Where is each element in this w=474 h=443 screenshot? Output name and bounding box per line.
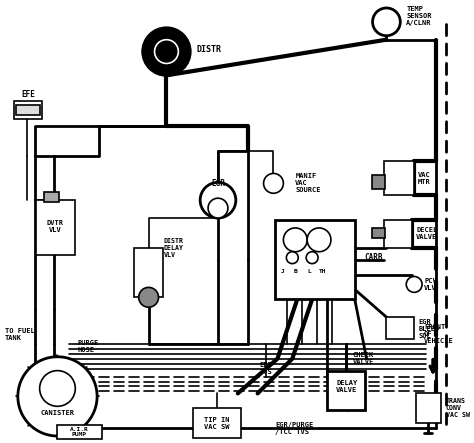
Circle shape [307,228,331,252]
Bar [44,192,59,202]
Circle shape [306,252,318,264]
Text: DECEL
VALVE: DECEL VALVE [416,227,438,241]
Circle shape [406,276,422,292]
Circle shape [283,228,307,252]
Bar [386,317,414,339]
Text: DVTR
VLV: DVTR VLV [47,221,64,233]
Text: CHECK
VALVE: CHECK VALVE [353,352,374,365]
Text: EGR: EGR [211,179,225,188]
Text: L: L [307,269,311,274]
Text: DISTR: DISTR [196,45,221,54]
Bar [134,248,164,297]
Bar [57,425,102,439]
Bar [16,105,40,115]
Text: VAC
MTR: VAC MTR [418,172,431,185]
Bar [36,200,75,255]
Text: EFE
TVS: EFE TVS [259,362,272,375]
Text: B: B [293,269,297,274]
Text: TH: TH [319,269,327,274]
Circle shape [373,8,401,36]
Text: DELAY
VALVE: DELAY VALVE [336,380,357,393]
Text: PURGE
HOSE: PURGE HOSE [77,340,99,354]
Text: TRANS
CONV
VAC SW: TRANS CONV VAC SW [446,398,470,418]
Bar [327,371,365,410]
Text: EGR/PURGE
/TCC TVS: EGR/PURGE /TCC TVS [275,422,314,435]
Circle shape [143,28,190,75]
Circle shape [40,371,75,406]
Bar [275,220,355,299]
Text: FRONT
OF
VEHICLE: FRONT OF VEHICLE [424,324,454,344]
Bar [384,220,412,248]
Bar [372,228,385,238]
Text: DISTR
DELAY
VLV: DISTR DELAY VLV [164,238,183,258]
Circle shape [155,40,178,63]
Bar [193,408,241,438]
Bar [384,160,414,195]
Text: A.I.R
PUMP: A.I.R PUMP [70,427,89,437]
Text: TEMP
SENSOR
A/CLNR: TEMP SENSOR A/CLNR [406,6,432,26]
Circle shape [139,288,158,307]
Text: MANIF
VAC
SOURCE: MANIF VAC SOURCE [295,173,321,193]
Bar [372,175,385,189]
Text: CARB: CARB [365,253,383,262]
Bar [416,393,441,423]
Circle shape [264,174,283,193]
Text: J: J [281,269,284,274]
Text: TIP IN
VAC SW: TIP IN VAC SW [204,416,230,430]
Text: EFE: EFE [22,89,36,99]
Text: EGR
BLEED
SOL: EGR BLEED SOL [418,319,439,339]
Bar [14,101,42,119]
Text: PCV
VLV: PCV VLV [424,278,437,291]
Circle shape [200,183,236,218]
Text: TO FUEL
TANK: TO FUEL TANK [5,328,35,342]
Circle shape [286,252,298,264]
Circle shape [18,357,97,436]
Text: CANISTER: CANISTER [40,410,74,416]
Circle shape [208,198,228,218]
